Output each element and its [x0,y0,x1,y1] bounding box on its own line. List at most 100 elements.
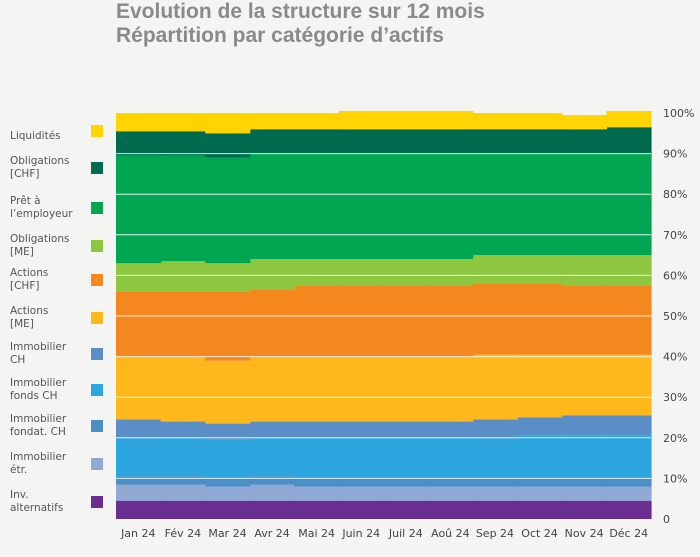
area-segment [160,356,206,422]
legend-item: Obligations [ME] [10,233,110,259]
area-segment [606,127,652,154]
x-axis-ticks: Jan 24 Fév 24 Mar 24 Avr 24 Mai 24 Juin 24 Jui… [120,527,648,540]
x-tick-label: Déc 24 [609,527,648,540]
legend-label: Immobilier fondat. CH [10,413,67,438]
x-tick-label: Mar 24 [208,527,246,540]
legend-label: Actions [CHF] [10,267,49,292]
legend-swatch [91,274,103,286]
area-segment [338,110,385,130]
area-segment [472,113,518,130]
area-segment [294,153,340,260]
x-tick-label: Avr 24 [254,527,289,540]
area-series-1 [116,484,652,501]
area-segment [606,500,652,519]
area-segment [472,255,518,284]
area-segment [294,421,340,438]
area-segment [160,437,206,477]
area-segment [517,486,563,501]
area-series-10 [116,110,652,134]
area-segment [338,285,385,357]
area-segment [606,435,652,479]
y-axis-ticks: 0 10% 20% 30% 40% 50% 60% 70% 80% 90% 100% [663,107,694,526]
title-line-2: Répartition par catégorie d’actifs [116,24,444,47]
legend-swatch [91,312,103,324]
legend-item: Immobilier CH [10,341,110,367]
area-segment [249,356,295,422]
legend-label: Inv. alternatifs [10,489,64,514]
area-segment [205,360,251,424]
area-segment [428,486,474,501]
area-segment [606,354,652,416]
area-segment [249,484,295,501]
x-tick-label: Juin 24 [341,527,380,540]
legend-label: Immobilier CH [10,341,67,366]
areas [116,110,652,519]
area-segment [294,129,340,154]
area-segment [116,500,162,519]
area-segment [472,419,518,438]
area-segment [383,110,429,130]
y-tick-label: 100% [663,107,694,120]
legend-item: Immobilier étr. [10,451,110,477]
area-segment [561,478,608,487]
area-segment [294,478,340,487]
area-segment [116,356,162,420]
chart-title: Evolution de la structure sur 12 mois Ré… [116,0,485,48]
legend-label: Liquidités [10,130,61,142]
y-tick-label: 80% [663,188,687,201]
area-segment [116,437,162,477]
x-tick-label: Fév 24 [165,527,202,540]
area-segment [383,129,429,154]
area-segment [561,435,608,479]
area-segment [116,476,162,485]
legend: Liquidités Obligations [CHF] Prêt à l’empl… [0,0,110,557]
legend-item: Actions [CHF] [10,267,110,293]
legend-item: Obligations [CHF] [10,155,110,181]
area-segment [472,129,518,154]
area-segment [116,419,162,438]
area-segment [205,500,251,519]
area-segment [205,439,251,479]
area-segment [517,283,563,355]
area-segment [561,354,608,416]
x-tick-label: Oct 24 [521,527,558,540]
x-tick-label: Sep 24 [476,527,514,540]
x-tick-label: Jan 24 [120,527,155,540]
area-segment [294,437,340,479]
area-segment [606,153,652,256]
area-segment [428,129,474,154]
area-segment [249,476,295,485]
area-segment [428,285,474,357]
area-series-2 [116,476,652,487]
area-segment [606,255,652,286]
legend-swatch [91,496,103,508]
area-segment [561,153,608,256]
area-segment [338,129,385,154]
area-series-0 [116,500,652,519]
area-series-7 [116,255,652,292]
legend-label: Immobilier fonds CH [10,377,67,402]
area-segment [294,356,340,422]
x-tick-label: Juil 24 [388,527,423,540]
area-segment [383,153,429,260]
area-segment [338,437,385,479]
area-segment [472,500,518,519]
legend-item: Actions [ME] [10,305,110,331]
area-segment [606,285,652,355]
area-segment [383,356,429,422]
area-segment [116,484,162,501]
area-segment [561,500,608,519]
area-segment [116,263,162,292]
legend-label: Obligations [CHF] [10,155,70,180]
area-segment [249,259,295,290]
y-tick-label: 40% [663,351,687,364]
area-segment [383,478,429,487]
area-segment [160,476,206,485]
area-segment [249,289,295,357]
area-segment [160,155,206,262]
area-segment [205,113,251,134]
area-segment [383,421,429,438]
area-series-5 [116,354,652,424]
area-segment [249,437,295,477]
